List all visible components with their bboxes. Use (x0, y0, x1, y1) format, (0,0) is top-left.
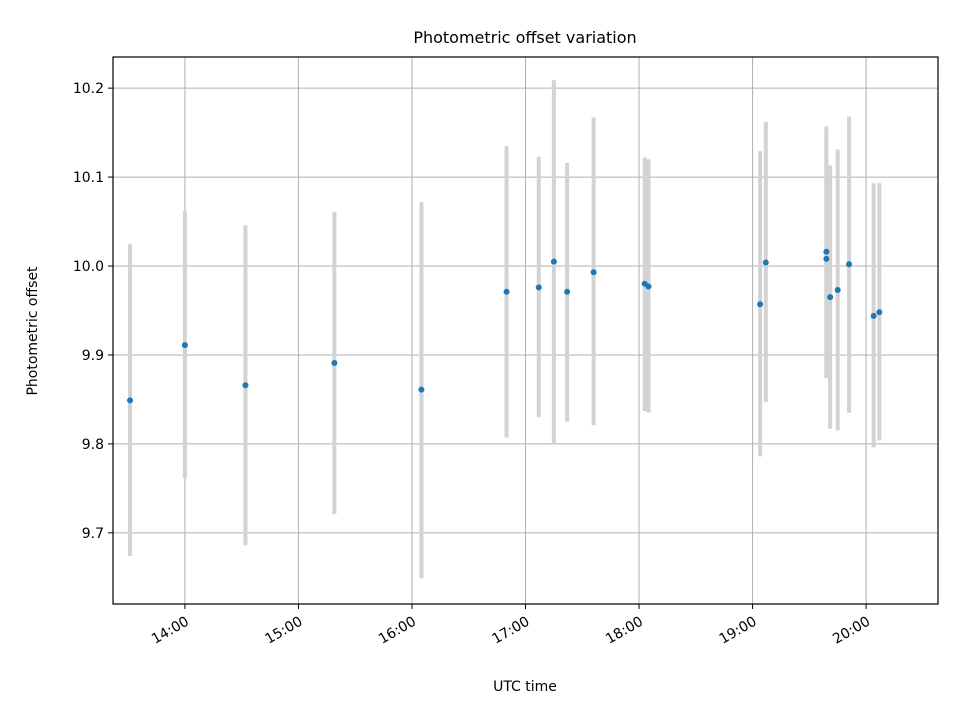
data-points (127, 248, 883, 404)
y-tick-label: 10.1 (73, 170, 104, 186)
data-point (870, 312, 877, 319)
y-tick-label: 10.0 (73, 259, 104, 275)
data-point (823, 248, 830, 255)
data-point (550, 258, 557, 265)
data-point (876, 309, 883, 316)
y-tick-label: 9.9 (82, 348, 104, 364)
data-point (127, 397, 134, 404)
data-point (846, 261, 853, 268)
data-point (418, 386, 425, 393)
data-point (823, 255, 830, 262)
data-point (834, 287, 841, 294)
data-point (645, 283, 652, 290)
data-point (181, 342, 188, 349)
y-axis-label: Photometric offset (25, 266, 41, 396)
data-point (762, 259, 769, 266)
data-point (564, 288, 571, 295)
y-tick-label: 10.2 (73, 81, 104, 97)
data-point (503, 288, 510, 295)
x-axis-label: UTC time (493, 679, 557, 695)
data-point (331, 359, 338, 366)
data-point (535, 284, 542, 291)
y-tick-label: 9.8 (82, 437, 104, 453)
y-tick-label: 9.7 (82, 526, 104, 542)
data-point (242, 382, 249, 389)
data-point (827, 294, 834, 301)
chart-title: Photometric offset variation (413, 28, 636, 47)
data-point (590, 269, 597, 276)
grid (113, 57, 938, 604)
data-point (757, 301, 764, 308)
